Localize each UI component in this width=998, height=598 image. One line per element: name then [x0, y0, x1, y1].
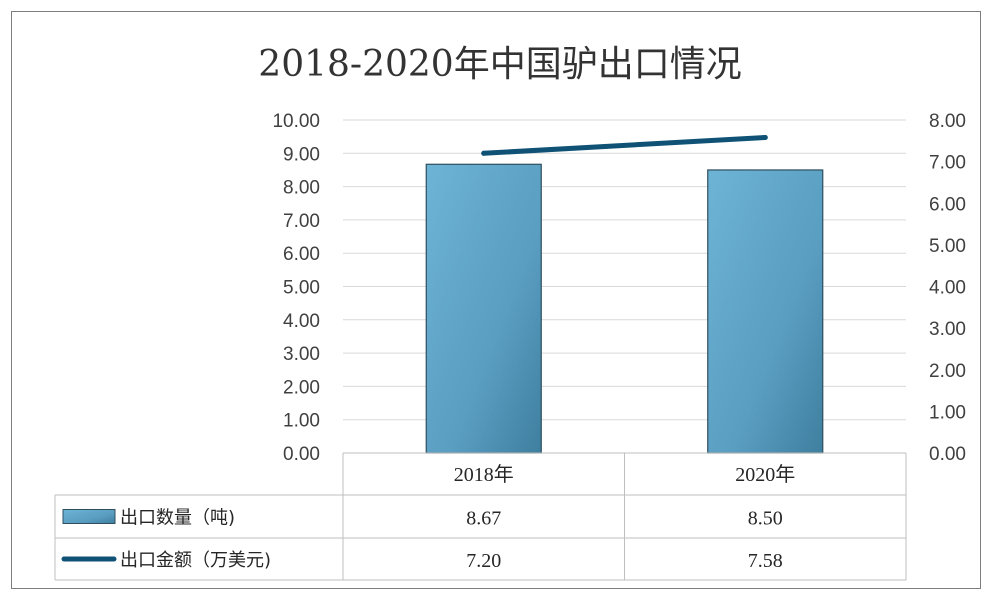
category-label: 2018年	[454, 463, 514, 486]
left-tick-label: 2.00	[283, 377, 320, 398]
table-value: 8.67	[466, 508, 501, 530]
left-tick-label: 3.00	[283, 344, 320, 365]
right-tick-label: 1.00	[929, 402, 966, 423]
category-label: 2020年	[735, 463, 795, 486]
left-tick-label: 5.00	[283, 278, 320, 299]
right-tick-label: 6.00	[929, 194, 966, 215]
right-tick-label: 4.00	[929, 278, 966, 299]
left-tick-label: 0.00	[283, 444, 320, 465]
left-tick-label: 9.00	[283, 144, 320, 165]
left-tick-label: 6.00	[283, 244, 320, 265]
left-axis: 0.00 1.00 2.00 3.00 4.00 5.00 6.00 7.00 8.00 9.00…	[272, 111, 320, 465]
right-tick-label: 8.00	[929, 111, 966, 132]
legend-label: 出口金额（万美元)	[120, 550, 271, 571]
right-tick-label: 7.00	[929, 153, 966, 174]
line-series-path	[481, 134, 768, 156]
table-value: 8.50	[748, 508, 783, 530]
chart-title: 2018-2020年中国驴出口情况	[258, 44, 741, 85]
line-point-2	[762, 134, 768, 140]
bar-series	[425, 163, 824, 454]
line-series	[481, 134, 768, 156]
left-tick-label: 10.00	[272, 111, 320, 132]
right-tick-label: 3.00	[929, 319, 966, 340]
legend-key-bar	[62, 509, 116, 524]
table-value: 7.20	[466, 550, 501, 572]
left-tick-label: 7.00	[283, 211, 320, 232]
right-tick-label: 5.00	[929, 236, 966, 257]
left-tick-label: 4.00	[283, 311, 320, 332]
right-axis: 0.00 1.00 2.00 3.00 4.00 5.00 6.00 7.00 8.00	[929, 111, 966, 465]
left-tick-label: 1.00	[283, 411, 320, 432]
table-value: 7.58	[748, 550, 783, 572]
right-tick-label: 0.00	[929, 444, 966, 465]
line-point-1	[481, 150, 487, 156]
right-tick-label: 2.00	[929, 361, 966, 382]
legend-label: 出口数量（吨)	[120, 508, 235, 529]
bar-2	[707, 169, 824, 454]
left-tick-label: 8.00	[283, 178, 320, 199]
bar-1	[425, 163, 542, 454]
